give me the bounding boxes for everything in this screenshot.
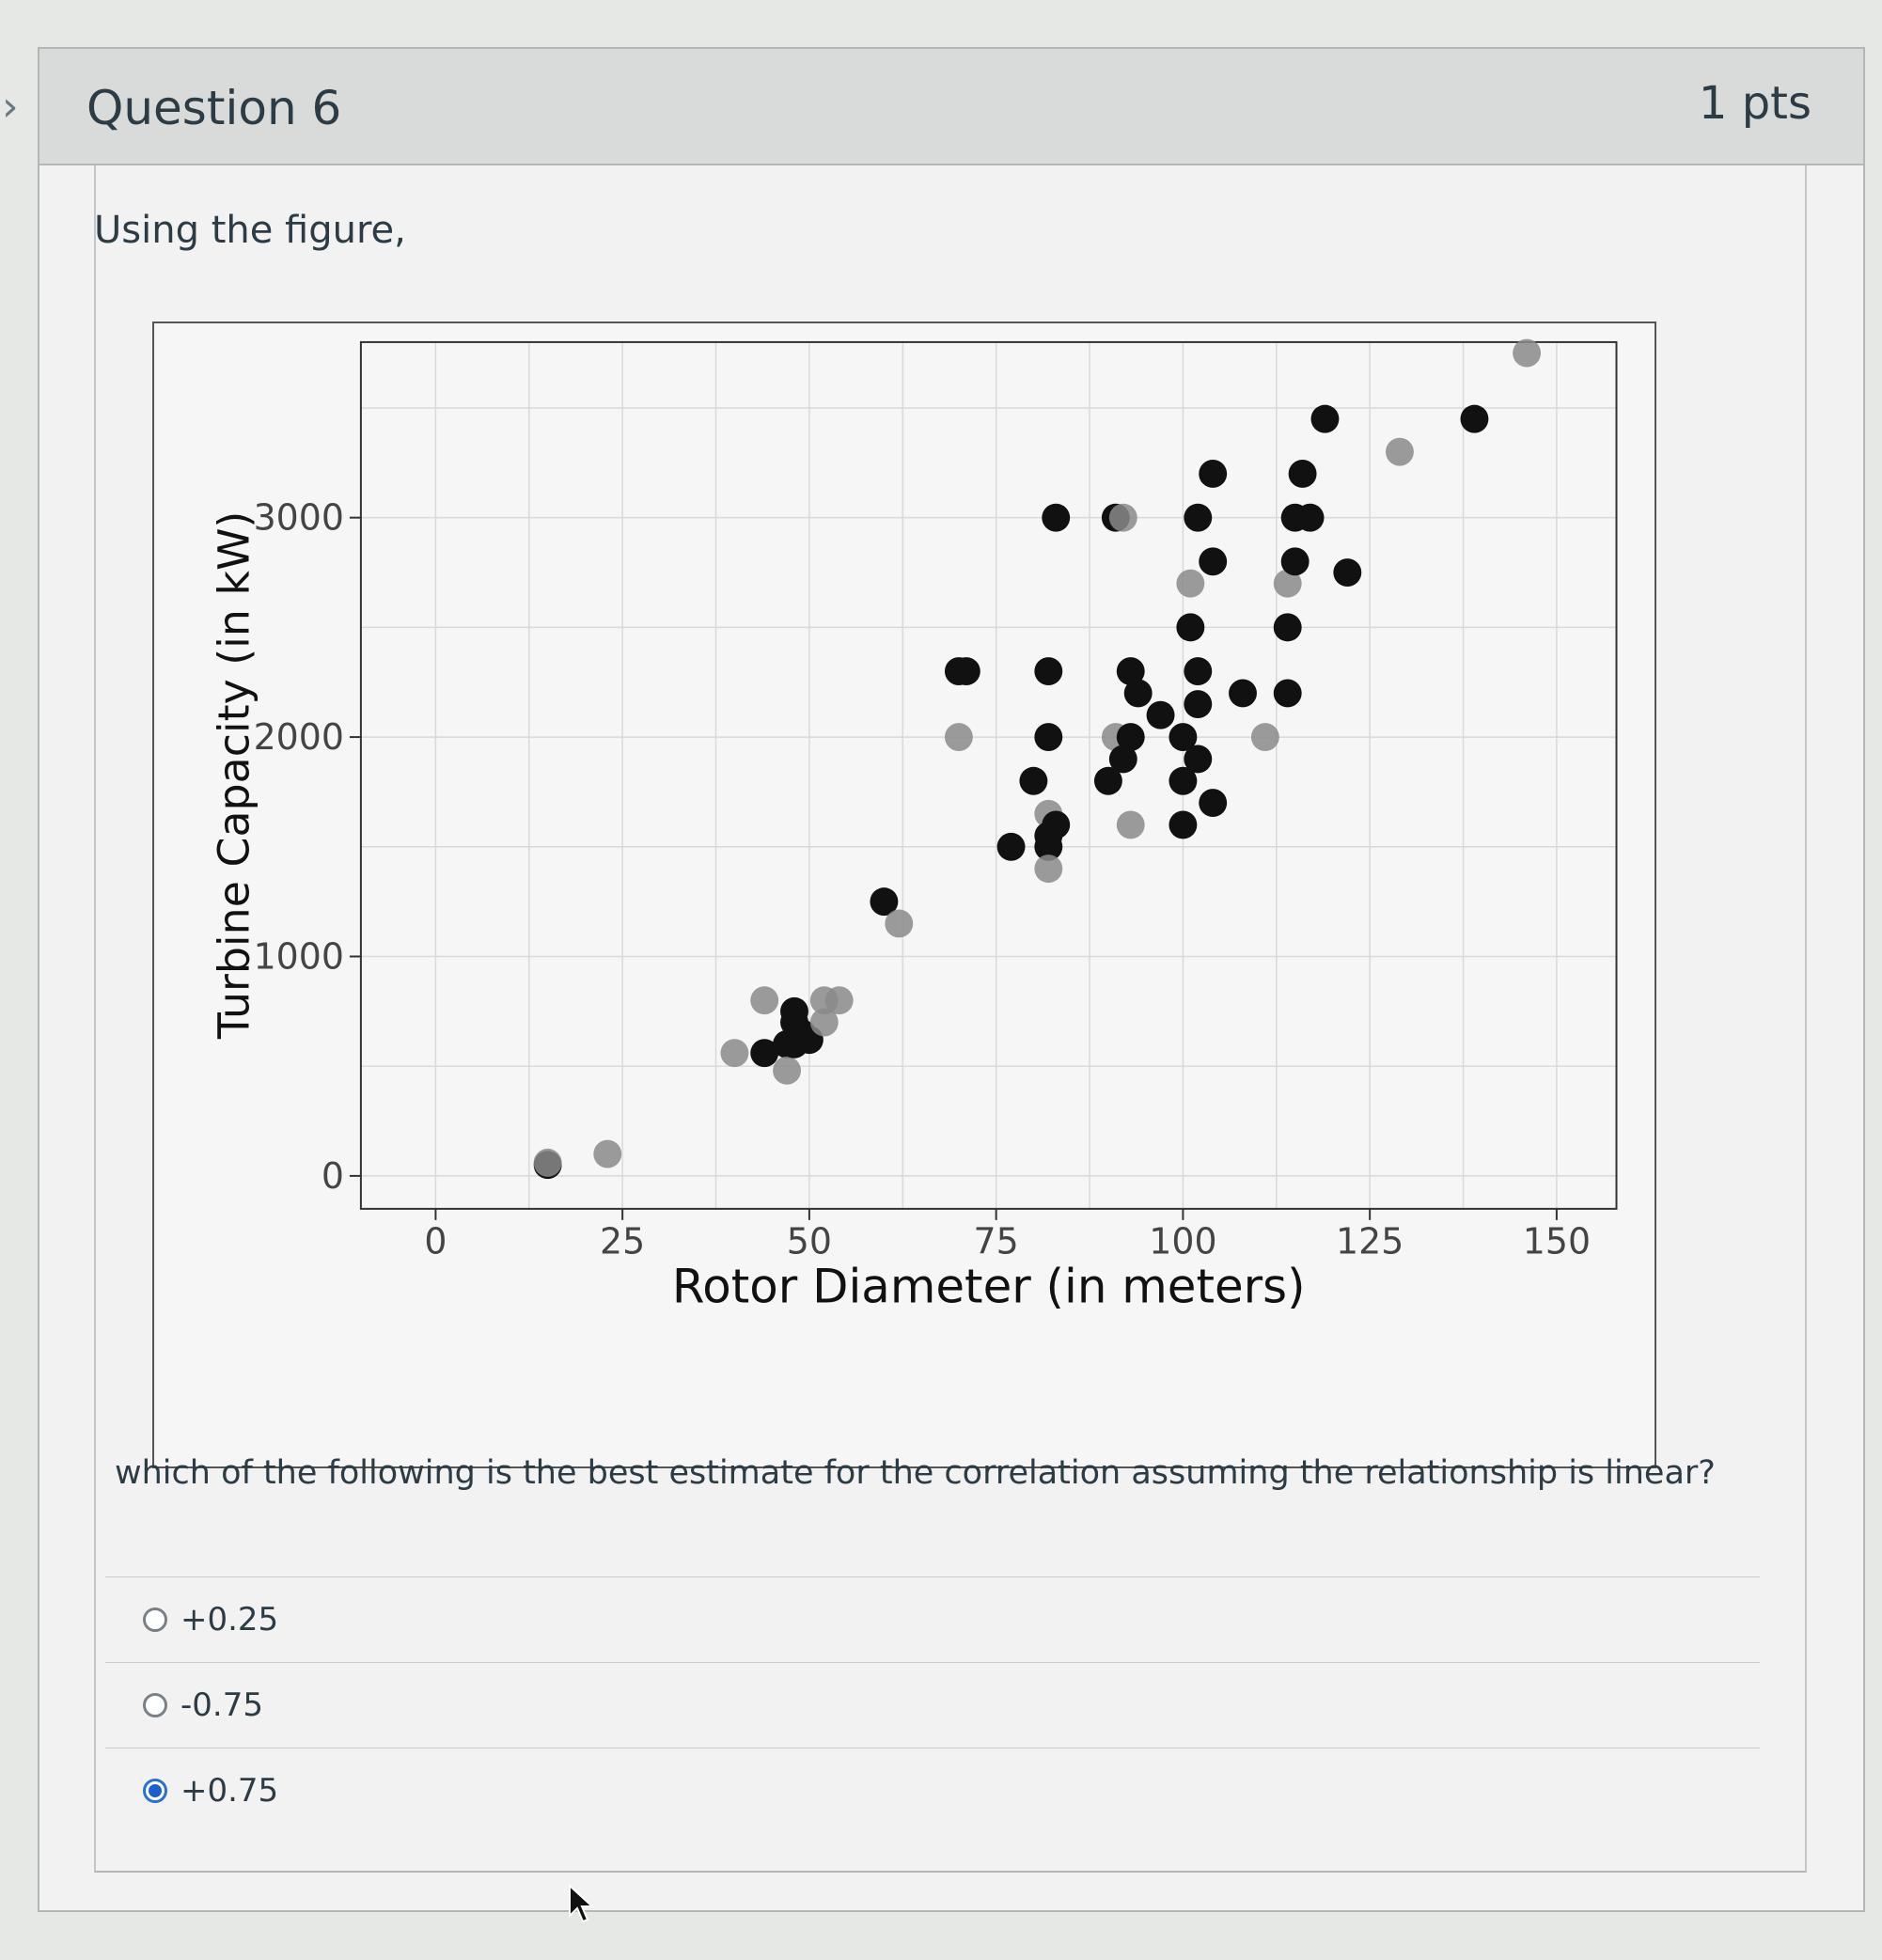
plot-area <box>359 340 1618 1210</box>
data-point <box>1199 547 1228 576</box>
data-point <box>533 1148 562 1177</box>
data-point <box>1093 766 1122 795</box>
question-intro: Using the figure, <box>94 209 406 252</box>
x-tick-label: 25 <box>600 1221 645 1262</box>
chart-points <box>533 338 1542 1180</box>
chevron-right-icon[interactable]: › <box>2 83 19 131</box>
data-point <box>1042 810 1071 839</box>
data-point <box>1273 613 1302 642</box>
question-header: Question 6 1 pts <box>39 49 1863 165</box>
y-tick-label: 1000 <box>254 935 344 977</box>
data-point <box>1273 569 1302 598</box>
answer-option-3[interactable]: +0.75 <box>105 1748 1760 1833</box>
data-point <box>1168 723 1198 752</box>
data-point <box>824 986 854 1015</box>
data-point <box>750 986 779 1015</box>
data-point <box>1176 569 1205 598</box>
data-point <box>1184 745 1213 774</box>
data-point <box>1280 547 1310 576</box>
scatter-chart: 0 25 50 75 100 125 150 0 1000 2000 3000 Rotor Diam… <box>152 321 1656 1468</box>
x-tick-label: 0 <box>424 1221 447 1262</box>
data-point <box>1295 503 1325 532</box>
data-point <box>720 1039 749 1068</box>
data-point <box>750 1039 779 1068</box>
question-points: 1 pts <box>1698 77 1811 130</box>
data-point <box>1146 700 1175 729</box>
scatter-chart-svg: 0 25 50 75 100 125 150 0 1000 2000 3000 Rotor Diam… <box>208 338 1618 1314</box>
data-point <box>1513 338 1542 368</box>
data-point <box>944 723 973 752</box>
radio-button-icon[interactable] <box>143 1607 167 1632</box>
chart-grid <box>360 341 1617 1209</box>
data-point <box>1019 766 1048 795</box>
x-tick-label: 50 <box>787 1221 832 1262</box>
data-point <box>1116 723 1145 752</box>
answer-list: +0.25 -0.75 +0.75 <box>105 1576 1760 1833</box>
question-prompt: which of the following is the best estim… <box>115 1454 1716 1492</box>
data-point <box>1034 723 1063 752</box>
data-point <box>996 832 1026 861</box>
data-point <box>1108 503 1137 532</box>
data-point <box>1034 855 1063 884</box>
y-tick-label: 3000 <box>254 497 344 539</box>
y-axis-label: Turbine Capacity (in kW) <box>208 511 259 1040</box>
data-point <box>1199 460 1228 488</box>
question-title: Question 6 <box>86 81 342 135</box>
data-point <box>1250 723 1279 752</box>
data-point <box>1184 690 1213 719</box>
answer-label: +0.25 <box>180 1601 279 1639</box>
x-tick-label: 75 <box>974 1221 1019 1262</box>
data-point <box>1229 679 1257 708</box>
data-point <box>1288 460 1317 488</box>
x-tick-label: 125 <box>1336 1221 1404 1262</box>
data-point <box>773 1056 802 1085</box>
data-point <box>780 996 808 1026</box>
x-tick-label: 100 <box>1149 1221 1216 1262</box>
data-point <box>1034 657 1063 685</box>
answer-option-2[interactable]: -0.75 <box>105 1662 1760 1748</box>
y-tick-label: 0 <box>322 1155 344 1197</box>
data-point <box>1184 503 1213 532</box>
data-point <box>1116 810 1145 839</box>
data-point <box>1108 745 1137 774</box>
data-point <box>1273 679 1302 708</box>
data-point <box>1199 789 1228 818</box>
x-tick-label: 150 <box>1523 1221 1591 1262</box>
answer-label: -0.75 <box>180 1686 263 1724</box>
data-point <box>1168 810 1198 839</box>
data-point <box>1310 404 1340 433</box>
data-point <box>809 1008 839 1037</box>
data-point <box>1184 657 1213 685</box>
data-point <box>1176 613 1205 642</box>
data-point <box>951 657 980 685</box>
data-point <box>1116 657 1145 685</box>
radio-button-icon[interactable] <box>143 1779 167 1803</box>
data-point <box>885 909 914 938</box>
answer-option-1[interactable]: +0.25 <box>105 1576 1760 1662</box>
data-point <box>870 887 899 917</box>
question-body <box>94 165 1807 1873</box>
data-point <box>1460 404 1489 433</box>
data-point <box>1042 503 1071 532</box>
radio-button-icon[interactable] <box>143 1693 167 1717</box>
data-point <box>1034 832 1063 861</box>
data-point <box>593 1139 622 1168</box>
data-point <box>1123 679 1153 708</box>
mouse-pointer-icon <box>569 1884 595 1923</box>
question-card: Question 6 1 pts Using the figure, 0 25 50… <box>38 47 1865 1923</box>
x-axis-label: Rotor Diameter (in meters) <box>672 1260 1306 1314</box>
data-point <box>1333 558 1362 587</box>
answer-label: +0.75 <box>180 1772 279 1810</box>
data-point <box>1386 437 1414 466</box>
y-tick-label: 2000 <box>254 716 344 758</box>
data-point <box>1168 766 1198 795</box>
chart-ticks: 0 25 50 75 100 125 150 0 1000 2000 3000 <box>254 497 1591 1262</box>
